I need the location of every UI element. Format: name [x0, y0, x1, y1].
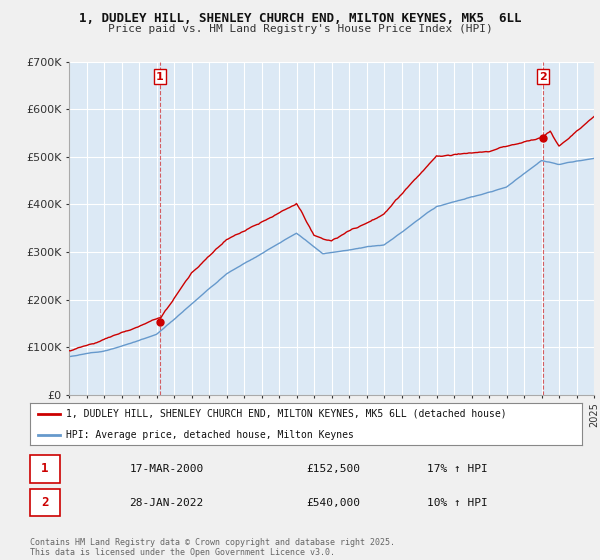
- Text: 2: 2: [539, 72, 547, 82]
- FancyBboxPatch shape: [30, 455, 61, 483]
- Text: 10% ↑ HPI: 10% ↑ HPI: [427, 498, 488, 507]
- Text: 17% ↑ HPI: 17% ↑ HPI: [427, 464, 488, 474]
- Text: 1, DUDLEY HILL, SHENLEY CHURCH END, MILTON KEYNES, MK5  6LL: 1, DUDLEY HILL, SHENLEY CHURCH END, MILT…: [79, 12, 521, 25]
- Text: 17-MAR-2000: 17-MAR-2000: [130, 464, 203, 474]
- FancyBboxPatch shape: [30, 489, 61, 516]
- Text: 1: 1: [41, 463, 49, 475]
- Text: 1, DUDLEY HILL, SHENLEY CHURCH END, MILTON KEYNES, MK5 6LL (detached house): 1, DUDLEY HILL, SHENLEY CHURCH END, MILT…: [66, 409, 506, 419]
- Text: 1: 1: [156, 72, 164, 82]
- Text: Price paid vs. HM Land Registry's House Price Index (HPI): Price paid vs. HM Land Registry's House …: [107, 24, 493, 34]
- Text: HPI: Average price, detached house, Milton Keynes: HPI: Average price, detached house, Milt…: [66, 430, 354, 440]
- Text: Contains HM Land Registry data © Crown copyright and database right 2025.
This d: Contains HM Land Registry data © Crown c…: [30, 538, 395, 557]
- Text: 2: 2: [41, 496, 49, 509]
- Text: £540,000: £540,000: [306, 498, 360, 507]
- Text: £152,500: £152,500: [306, 464, 360, 474]
- Text: 28-JAN-2022: 28-JAN-2022: [130, 498, 203, 507]
